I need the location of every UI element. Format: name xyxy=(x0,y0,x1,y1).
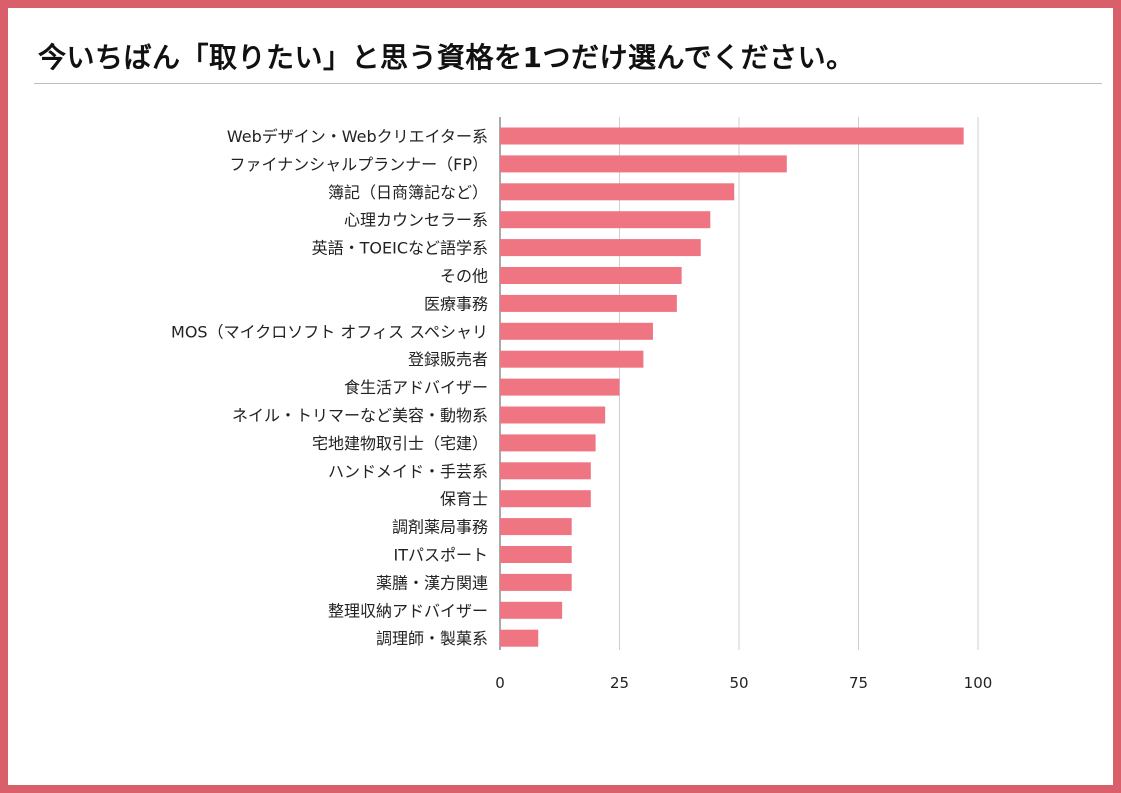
bar xyxy=(500,127,964,145)
title-divider xyxy=(34,83,1102,84)
bar xyxy=(500,267,682,284)
category-label: 調理師・製菓系 xyxy=(376,629,488,648)
category-label: 心理カウンセラー系 xyxy=(344,211,488,230)
category-label: ITパスポート xyxy=(394,546,489,565)
bar xyxy=(500,434,596,452)
category-label: ファイナンシャルプランナー（FP） xyxy=(229,155,488,174)
bar xyxy=(500,462,591,480)
category-label: 食生活アドバイザー xyxy=(344,378,488,397)
bar xyxy=(500,294,677,312)
category-label: 簿記（日商簿記など） xyxy=(328,183,488,202)
category-label: 英語・TOEICなど語学系 xyxy=(312,239,488,258)
category-label: ネイル・トリマーなど美容・動物系 xyxy=(232,406,488,425)
bar xyxy=(500,518,572,536)
bar xyxy=(500,490,591,508)
bar xyxy=(500,155,787,173)
category-label: MOS（マイクロソフト オフィス スペシャリ xyxy=(171,322,488,341)
category-label: 保育士 xyxy=(440,490,488,509)
bar xyxy=(500,322,653,340)
x-tick-label: 25 xyxy=(610,674,629,692)
category-label: その他 xyxy=(440,267,488,286)
x-axis-ticks: 0 25 50 75 100 xyxy=(495,674,992,692)
category-label: 登録販売者 xyxy=(408,350,488,369)
bar xyxy=(500,239,701,257)
x-tick-label: 100 xyxy=(964,674,993,692)
bar xyxy=(500,211,711,229)
bar xyxy=(500,183,735,201)
bar xyxy=(500,546,572,563)
category-label: 宅地建物取引士（宅建） xyxy=(312,434,488,453)
x-tick-label: 50 xyxy=(729,674,748,692)
bars xyxy=(500,127,964,647)
bar xyxy=(500,629,539,647)
category-label: 医療事務 xyxy=(424,294,488,313)
bar xyxy=(500,378,620,396)
page-title: 今いちばん「取りたい」と思う資格を1つだけ選んでください。 xyxy=(38,41,855,74)
category-label: Webデザイン・Webクリエイター系 xyxy=(227,127,488,146)
bar xyxy=(500,573,572,591)
x-tick-label: 0 xyxy=(495,674,505,692)
category-label: 薬膳・漢方関連 xyxy=(376,573,488,592)
bar xyxy=(500,601,563,619)
bar xyxy=(500,406,606,424)
x-tick-label: 75 xyxy=(849,674,868,692)
category-label: 調剤薬局事務 xyxy=(392,518,488,537)
category-label: ハンドメイド・手芸系 xyxy=(328,462,488,481)
category-label: 整理収納アドバイザー xyxy=(328,601,488,620)
bar xyxy=(500,350,644,368)
